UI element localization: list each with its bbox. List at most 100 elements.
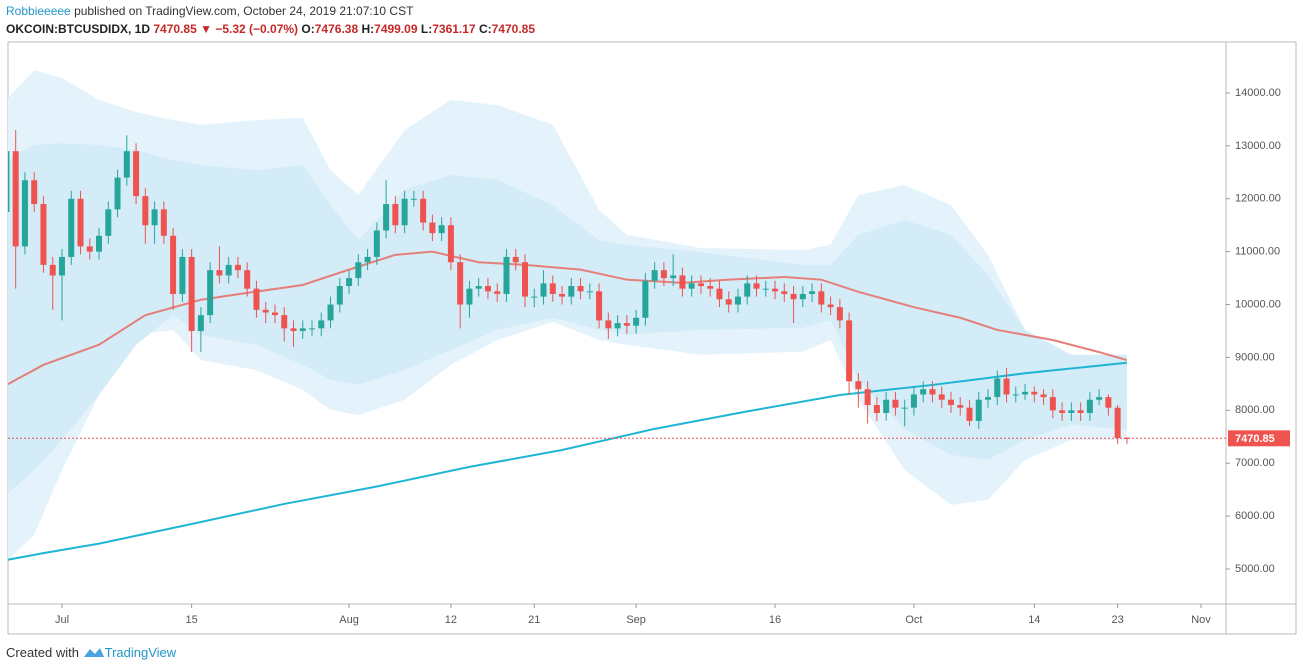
band bbox=[8, 143, 1127, 494]
candle-body bbox=[679, 275, 686, 289]
candle-body bbox=[596, 291, 603, 321]
candle-body bbox=[1031, 391, 1038, 395]
y-tick-label: 13000.00 bbox=[1235, 140, 1281, 152]
published: published on TradingView.com, October 24… bbox=[74, 4, 414, 18]
candle-body bbox=[1077, 410, 1084, 413]
candle-body bbox=[355, 262, 362, 279]
candle-body bbox=[105, 209, 112, 236]
change: −5.32 (−0.07%) bbox=[215, 22, 299, 36]
candle-body bbox=[1012, 394, 1019, 396]
candle-body bbox=[568, 286, 575, 297]
x-tick-label: Oct bbox=[905, 614, 922, 626]
candle-body bbox=[21, 180, 28, 247]
candle-body bbox=[707, 286, 714, 289]
candle-body bbox=[410, 198, 417, 200]
x-tick-label: 23 bbox=[1112, 614, 1124, 626]
candle-body bbox=[670, 275, 677, 279]
candle-body bbox=[197, 315, 204, 331]
last-price: 7470.85 bbox=[153, 22, 197, 36]
y-tick-label: 8000.00 bbox=[1235, 404, 1275, 416]
candle-body bbox=[1022, 391, 1029, 395]
candle-body bbox=[633, 317, 640, 326]
candle-body bbox=[614, 323, 621, 329]
o-value: 7476.38 bbox=[314, 22, 359, 36]
candle-body bbox=[142, 196, 149, 226]
candle-body bbox=[892, 399, 899, 408]
candle-body bbox=[929, 389, 936, 395]
candle-body bbox=[642, 280, 649, 318]
candle-body bbox=[947, 399, 954, 406]
y-tick-label: 7000.00 bbox=[1235, 457, 1275, 469]
candle-body bbox=[531, 296, 538, 298]
candle-body bbox=[336, 286, 343, 305]
candle-body bbox=[58, 256, 65, 276]
candle-body bbox=[170, 235, 177, 294]
candle-body bbox=[846, 320, 853, 382]
candle-body bbox=[457, 262, 464, 305]
candle-body bbox=[651, 270, 658, 281]
candle-body bbox=[244, 270, 251, 289]
candle-body bbox=[697, 283, 704, 287]
candle-body bbox=[290, 328, 297, 331]
candle-body bbox=[466, 288, 473, 305]
x-tick-label: 14 bbox=[1028, 614, 1040, 626]
candle-body bbox=[1123, 438, 1130, 440]
candle-body bbox=[799, 293, 806, 300]
y-tick-label: 9000.00 bbox=[1235, 351, 1275, 363]
x-tick-label: 12 bbox=[445, 614, 457, 626]
h-value: 7499.09 bbox=[374, 22, 418, 36]
candle-body bbox=[77, 198, 84, 247]
last-price-label: 7470.85 bbox=[1235, 433, 1275, 445]
candle-body bbox=[299, 328, 306, 331]
candle-body bbox=[484, 286, 491, 292]
candle-body bbox=[586, 291, 593, 293]
author[interactable]: Robbieeeee bbox=[6, 4, 71, 18]
candle-body bbox=[901, 407, 908, 409]
candle-body bbox=[179, 256, 186, 294]
brand[interactable]: TradingView bbox=[104, 645, 177, 660]
candle-body bbox=[864, 389, 871, 406]
c-value: 7470.85 bbox=[491, 22, 536, 36]
candle-body bbox=[883, 399, 890, 413]
y-tick-label: 14000.00 bbox=[1235, 87, 1281, 99]
candle-body bbox=[114, 177, 121, 210]
candle-body bbox=[262, 309, 269, 313]
candle-body bbox=[318, 320, 325, 329]
x-tick-label: Nov bbox=[1191, 614, 1211, 626]
candle-body bbox=[975, 399, 982, 421]
created-with: Created with bbox=[6, 645, 79, 660]
candle-body bbox=[253, 288, 260, 310]
candle-body bbox=[151, 209, 158, 226]
candle-body bbox=[86, 246, 93, 252]
last-price-box bbox=[1228, 430, 1290, 447]
candle-body bbox=[966, 407, 973, 421]
candle-body bbox=[188, 256, 195, 331]
candle-body bbox=[920, 389, 927, 395]
candle-body bbox=[392, 204, 399, 226]
candle-body bbox=[855, 381, 862, 390]
candle-body bbox=[957, 405, 964, 408]
candle-body bbox=[577, 286, 584, 292]
candle-body bbox=[994, 378, 1001, 398]
candle-body bbox=[373, 230, 380, 257]
candle-body bbox=[873, 405, 880, 413]
candle-body bbox=[1114, 407, 1121, 439]
candle-body bbox=[910, 394, 917, 408]
candle-body bbox=[725, 299, 732, 305]
candle-body bbox=[623, 323, 630, 326]
candle-body bbox=[549, 283, 556, 294]
x-tick-label: 15 bbox=[186, 614, 198, 626]
candle-body bbox=[521, 262, 528, 297]
candle-body bbox=[1049, 397, 1056, 411]
candle-body bbox=[540, 283, 547, 297]
candle-body bbox=[781, 291, 788, 294]
x-tick-label: Aug bbox=[339, 614, 359, 626]
candle-body bbox=[1040, 394, 1047, 398]
candle-body bbox=[790, 293, 797, 300]
candle-body bbox=[49, 264, 56, 276]
candle-body bbox=[753, 283, 760, 289]
logo bbox=[83, 648, 104, 657]
candle-body bbox=[688, 283, 695, 289]
candle-body bbox=[160, 209, 167, 236]
